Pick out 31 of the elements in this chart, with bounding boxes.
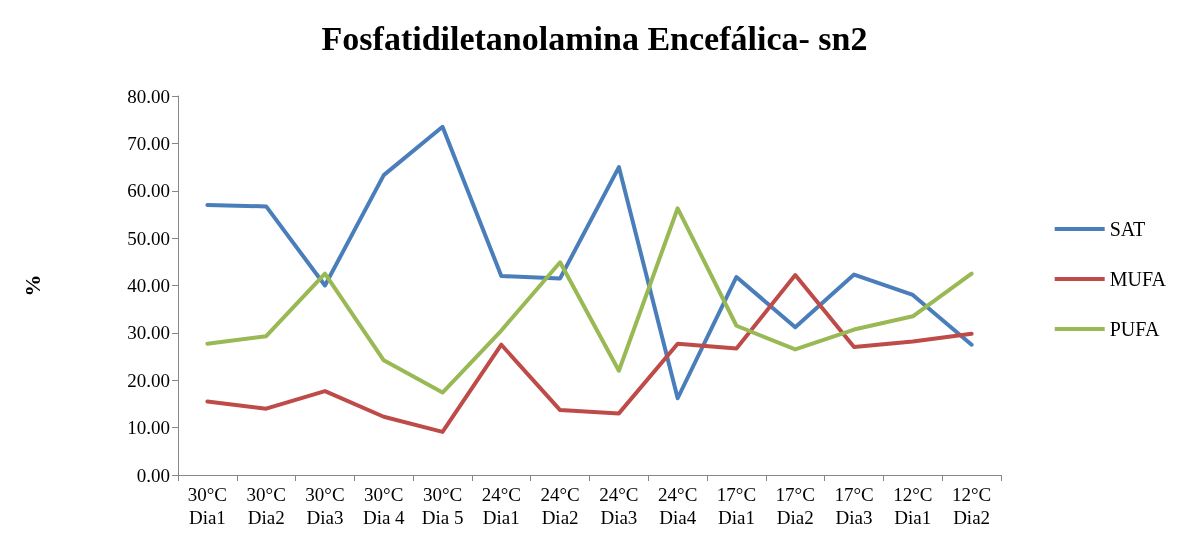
y-tick-label: 40.00 bbox=[127, 275, 170, 296]
x-tick-label: 30°C Dia 5 bbox=[421, 484, 464, 528]
x-tick-label: 17°C Dia3 bbox=[834, 484, 874, 528]
x-tick-label: 17°C Dia1 bbox=[716, 484, 757, 528]
x-tick-label: 24°C Dia4 bbox=[658, 484, 698, 528]
y-tick-label: 20.00 bbox=[127, 369, 170, 391]
x-tick-label: 24°C Dia3 bbox=[599, 484, 639, 528]
chart-title: Fosfatidiletanolamina Encefálica- sn2 bbox=[321, 19, 868, 57]
y-tick-label: 70.00 bbox=[127, 132, 170, 154]
x-tick-label: 12°C Dia2 bbox=[951, 484, 992, 528]
y-axis-title: % bbox=[19, 274, 45, 297]
y-tick-label: 60.00 bbox=[127, 180, 170, 202]
y-tick-label: 50.00 bbox=[127, 227, 170, 249]
legend-label: PUFA bbox=[1109, 318, 1160, 340]
legend-label: SAT bbox=[1109, 218, 1146, 240]
x-tick-label: 30°C Dia3 bbox=[305, 484, 345, 528]
x-tick-label: 30°C Dia 4 bbox=[362, 484, 406, 528]
x-tick-label: 24°C Dia2 bbox=[540, 484, 580, 528]
x-tick-label: 24°C Dia1 bbox=[481, 484, 521, 528]
x-tick-label: 30°C Dia2 bbox=[246, 484, 286, 528]
legend-label: MUFA bbox=[1109, 268, 1167, 290]
y-tick-label: 10.00 bbox=[127, 417, 170, 439]
line-series bbox=[205, 124, 974, 401]
line-series bbox=[205, 273, 974, 434]
y-tick-label: 80.00 bbox=[127, 85, 170, 107]
x-tick-label: 17°C Dia2 bbox=[775, 484, 815, 528]
y-tick-label: 30.00 bbox=[127, 322, 170, 344]
line-series bbox=[205, 206, 974, 395]
x-tick-label: 30°C Dia1 bbox=[187, 484, 228, 528]
y-tick-label: 0.00 bbox=[136, 464, 170, 486]
x-tick-label: 12°C Dia1 bbox=[893, 484, 933, 528]
